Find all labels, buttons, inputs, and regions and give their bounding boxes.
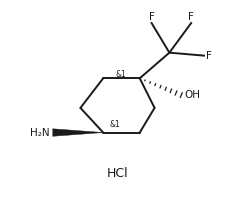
Text: F: F — [188, 12, 194, 22]
Polygon shape — [53, 129, 103, 136]
Text: &1: &1 — [115, 70, 126, 79]
Text: F: F — [149, 12, 155, 22]
Text: OH: OH — [184, 90, 200, 100]
Text: H₂N: H₂N — [30, 128, 50, 138]
Text: F: F — [206, 51, 212, 61]
Text: &1: &1 — [109, 120, 120, 129]
Text: HCl: HCl — [107, 167, 129, 180]
